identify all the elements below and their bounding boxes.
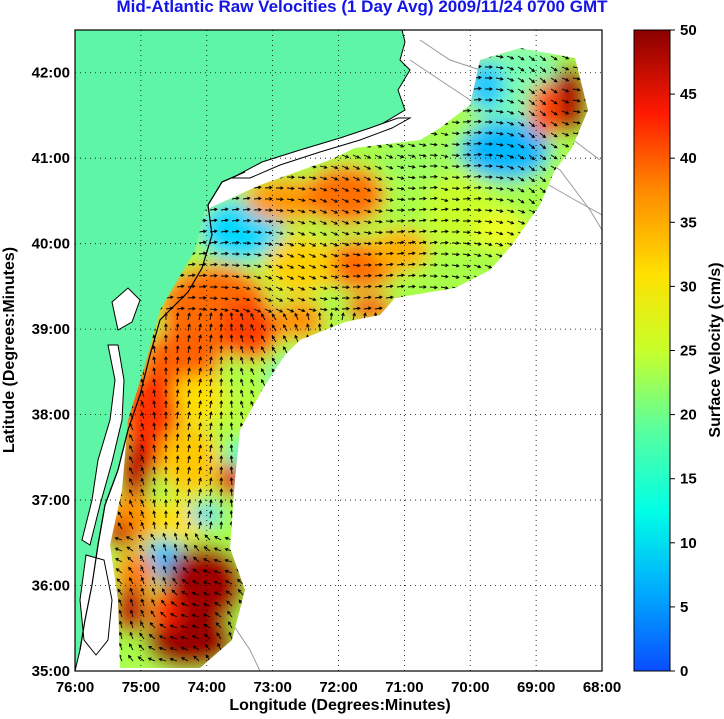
x-axis-label: Longitude (Degrees:Minutes) — [229, 697, 450, 714]
y-tick-labels: 42:00 41:00 40:00 39:00 38:00 37:00 36:00 35:00 — [32, 65, 70, 680]
map-title: Mid-Atlantic Raw Velocities (1 Day Avg) … — [116, 0, 608, 16]
colorbar-tick-label: 40 — [680, 150, 697, 167]
long-island — [231, 117, 412, 179]
x-tick-label: 75:00 — [122, 679, 160, 696]
graticule — [75, 30, 602, 671]
colorbar-tick-label: 35 — [680, 214, 697, 231]
colorbar-tick-label: 5 — [680, 599, 688, 616]
x-tick-label: 73:00 — [253, 679, 291, 696]
pamlico-sound — [79, 554, 113, 656]
x-tick-label: 70:00 — [451, 679, 489, 696]
x-tick-label: 76:00 — [56, 679, 94, 696]
x-tick-label: 72:00 — [319, 679, 357, 696]
y-tick-label: 38:00 — [32, 407, 70, 424]
x-tick-label: 69:00 — [517, 679, 555, 696]
y-axis-label: Latitude (Degrees:Minutes) — [1, 247, 18, 453]
x-tick-label: 74:00 — [188, 679, 226, 696]
y-tick-label: 39:00 — [32, 321, 70, 338]
colorbar-tick-label: 0 — [680, 663, 688, 680]
y-tick-label: 42:00 — [32, 65, 70, 82]
x-tick-labels: 76:00 75:00 74:00 73:00 72:00 71:00 70:00 69:00… — [56, 679, 621, 696]
colorbar-label: Surface Velocity (cm/s) — [707, 262, 724, 437]
x-tick-label: 71:00 — [385, 679, 423, 696]
y-tick-label: 40:00 — [32, 236, 70, 253]
colorbar — [633, 29, 671, 672]
y-tick-label: 36:00 — [32, 578, 70, 595]
colorbar-tick-label: 50 — [680, 22, 697, 39]
y-tick-label: 41:00 — [32, 150, 70, 167]
chesapeake-bay — [81, 344, 125, 546]
colorbar-tick-label: 20 — [680, 407, 697, 424]
x-tick-label: 68:00 — [583, 679, 621, 696]
colorbar-tick-label: 30 — [680, 278, 697, 295]
colorbar-tick-label: 45 — [680, 86, 697, 103]
colorbar-tick-label: 10 — [680, 535, 697, 552]
y-tick-label: 35:00 — [32, 663, 70, 680]
y-tick-label: 37:00 — [32, 492, 70, 509]
colorbar-tick-label: 15 — [680, 471, 697, 488]
delaware-bay — [111, 287, 141, 331]
colorbar-tick-label: 25 — [680, 343, 697, 360]
coastline — [79, 171, 246, 651]
